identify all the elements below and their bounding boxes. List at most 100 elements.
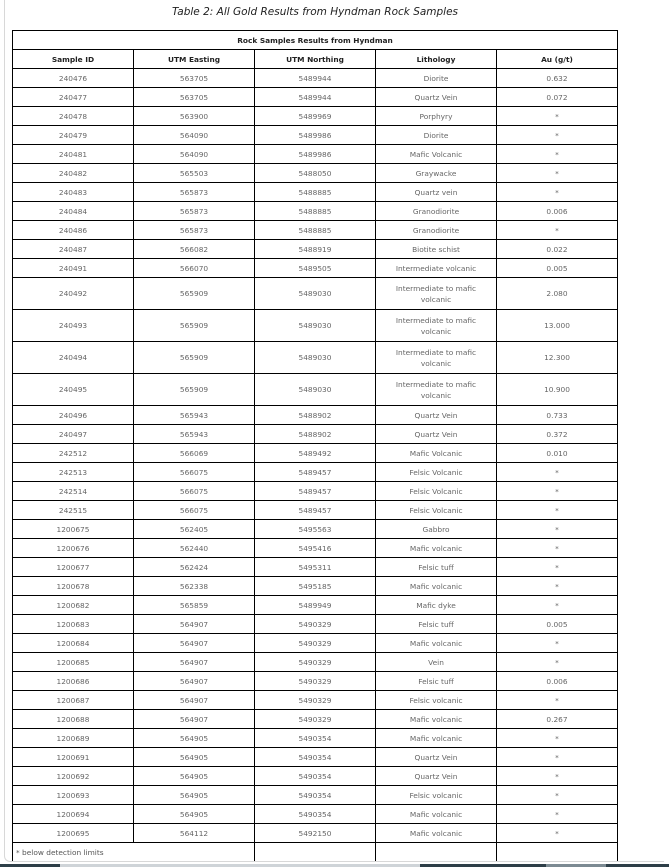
utm-easting-cell: 564905 (133, 766, 255, 786)
sample-id-cell: 1200689 (12, 728, 134, 748)
table-row: 1200678 562338 5495185 Mafic volcanic * (12, 576, 618, 596)
utm-northing-cell: 5490329 (254, 652, 376, 672)
utm-easting-cell: 564905 (133, 747, 255, 767)
lithology-cell: Felsic Volcanic (375, 462, 497, 482)
utm-northing-cell: 5492150 (254, 823, 376, 843)
lithology-cell: Diorite (375, 68, 497, 88)
lithology-cell: Gabbro (375, 519, 497, 539)
au-value-cell: 0.733 (496, 405, 618, 425)
utm-easting-cell: 562440 (133, 538, 255, 558)
empty-cell (375, 842, 497, 861)
table-row: 240495 565909 5489030 Intermediate to mafic… (12, 373, 618, 406)
sample-id-cell: 240484 (12, 201, 134, 221)
utm-easting-cell: 565873 (133, 201, 255, 221)
utm-northing-cell: 5489030 (254, 341, 376, 374)
utm-easting-cell: 564905 (133, 728, 255, 748)
table-row: 240494 565909 5489030 Intermediate to mafic… (12, 341, 618, 374)
utm-easting-cell: 564907 (133, 633, 255, 653)
au-value-cell: * (496, 652, 618, 672)
lithology-cell: Quartz Vein (375, 87, 497, 107)
lithology-cell: Felsic volcanic (375, 690, 497, 710)
utm-easting-cell: 564090 (133, 125, 255, 145)
au-value-cell: 0.632 (496, 68, 618, 88)
utm-easting-cell: 566069 (133, 443, 255, 463)
utm-easting-cell: 565909 (133, 277, 255, 310)
lithology-cell: Mafic Volcanic (375, 443, 497, 463)
lithology-cell: Mafic volcanic (375, 709, 497, 729)
utm-easting-cell: 563900 (133, 106, 255, 126)
table-row: 240481 564090 5489986 Mafic Volcanic * (12, 144, 618, 164)
utm-northing-cell: 5489030 (254, 309, 376, 342)
utm-easting-cell: 565909 (133, 309, 255, 342)
utm-easting-cell: 565873 (133, 220, 255, 240)
table-row: 240478 563900 5489969 Porphyry * (12, 106, 618, 126)
lithology-cell: Felsic Volcanic (375, 500, 497, 520)
content-panel (4, 0, 664, 862)
table-title: Table 2: All Gold Results from Hyndman R… (171, 6, 459, 18)
lithology-cell: Mafic volcanic (375, 823, 497, 843)
sample-id-cell: 240491 (12, 258, 134, 278)
sample-id-cell: 240486 (12, 220, 134, 240)
sample-id-cell: 240487 (12, 239, 134, 259)
table-row: 240482 565503 5488050 Graywacke * (12, 163, 618, 183)
utm-northing-cell: 5489457 (254, 481, 376, 501)
table-row: 1200692 564905 5490354 Quartz Vein * (12, 766, 618, 786)
au-value-cell: * (496, 144, 618, 164)
utm-easting-cell: 564907 (133, 614, 255, 634)
lithology-cell: Diorite (375, 125, 497, 145)
lithology-cell: Mafic volcanic (375, 538, 497, 558)
lithology-cell: Mafic volcanic (375, 804, 497, 824)
sample-id-cell: 1200691 (12, 747, 134, 767)
lithology-cell: Intermediate to mafic volcanic (375, 341, 497, 374)
table-row: 242512 566069 5489492 Mafic Volcanic 0.010 (12, 443, 618, 463)
sample-id-cell: 242513 (12, 462, 134, 482)
au-value-cell: * (496, 595, 618, 615)
sample-id-cell: 242514 (12, 481, 134, 501)
utm-northing-cell: 5488885 (254, 201, 376, 221)
au-value-cell: 0.072 (496, 87, 618, 107)
sample-id-cell: 242515 (12, 500, 134, 520)
utm-northing-cell: 5488050 (254, 163, 376, 183)
empty-cell (496, 842, 618, 861)
utm-easting-cell: 564905 (133, 785, 255, 805)
lithology-cell: Felsic tuff (375, 671, 497, 691)
au-value-cell: 12.300 (496, 341, 618, 374)
utm-easting-cell: 565909 (133, 341, 255, 374)
lithology-cell: Quartz Vein (375, 766, 497, 786)
lithology-cell: Granodiorite (375, 220, 497, 240)
utm-easting-cell: 566070 (133, 258, 255, 278)
sample-id-cell: 1200693 (12, 785, 134, 805)
table-row: 240483 565873 5488885 Quartz vein * (12, 182, 618, 202)
utm-easting-cell: 564907 (133, 652, 255, 672)
table-row: 1200684 564907 5490329 Mafic volcanic * (12, 633, 618, 653)
table-row: 240484 565873 5488885 Granodiorite 0.006 (12, 201, 618, 221)
sample-id-cell: 1200694 (12, 804, 134, 824)
table-row: 1200693 564905 5490354 Felsic volcanic * (12, 785, 618, 805)
au-value-cell: * (496, 804, 618, 824)
utm-easting-cell: 566082 (133, 239, 255, 259)
lithology-cell: Intermediate to mafic volcanic (375, 277, 497, 310)
sample-id-cell: 1200686 (12, 671, 134, 691)
utm-easting-cell: 564090 (133, 144, 255, 164)
utm-easting-cell: 565909 (133, 373, 255, 406)
au-value-cell: * (496, 462, 618, 482)
utm-easting-cell: 565873 (133, 182, 255, 202)
sample-id-cell: 1200692 (12, 766, 134, 786)
au-value-cell: 0.006 (496, 201, 618, 221)
utm-northing-cell: 5490329 (254, 671, 376, 691)
au-value-cell: * (496, 182, 618, 202)
table-row: 240486 565873 5488885 Granodiorite * (12, 220, 618, 240)
au-value-cell: * (496, 747, 618, 767)
header-utm-easting: UTM Easting (133, 49, 255, 69)
utm-northing-cell: 5490354 (254, 785, 376, 805)
table-row: 242514 566075 5489457 Felsic Volcanic * (12, 481, 618, 501)
au-value-cell: 10.900 (496, 373, 618, 406)
sample-id-cell: 1200683 (12, 614, 134, 634)
table-row: 240476 563705 5489944 Diorite 0.632 (12, 68, 618, 88)
table-row: 1200689 564905 5490354 Mafic volcanic * (12, 728, 618, 748)
sample-id-cell: 1200678 (12, 576, 134, 596)
table-row: 240496 565943 5488902 Quartz Vein 0.733 (12, 405, 618, 425)
lithology-cell: Intermediate to mafic volcanic (375, 373, 497, 406)
lithology-cell: Mafic dyke (375, 595, 497, 615)
footnote-row: * below detection limits (12, 842, 618, 861)
